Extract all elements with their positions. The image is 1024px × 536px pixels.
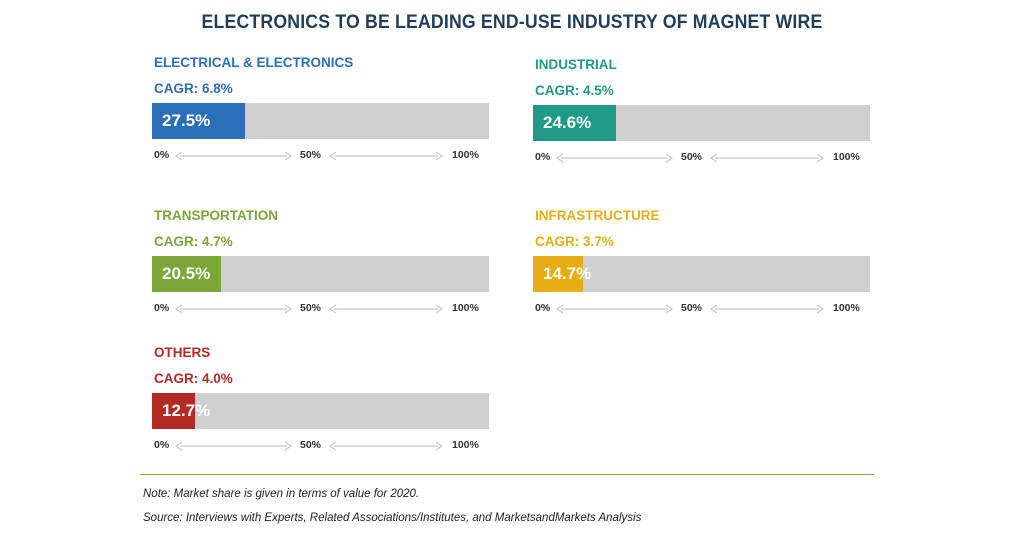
bar-value-label: 20.5% bbox=[162, 264, 211, 283]
bar-scale: 0% 50% 100% bbox=[152, 439, 489, 455]
bar-scale: 0% 50% 100% bbox=[533, 302, 870, 318]
panel-cagr: CAGR: 3.7% bbox=[535, 234, 614, 249]
scale-tick-label: 0% bbox=[154, 439, 170, 451]
bar-fill bbox=[152, 103, 245, 139]
panel-name: OTHERS bbox=[154, 345, 211, 360]
bar-fill bbox=[152, 393, 195, 429]
bar-track: 20.5% bbox=[152, 256, 489, 292]
double-arrow-icon bbox=[555, 153, 674, 163]
scale-tick-label: 0% bbox=[535, 302, 551, 314]
double-arrow-icon bbox=[174, 304, 293, 314]
bar-fill bbox=[533, 256, 583, 292]
scale-arrows bbox=[174, 304, 444, 314]
panel-cagr: CAGR: 4.7% bbox=[154, 234, 233, 249]
bar-track: 12.7% bbox=[152, 393, 489, 429]
chart-title: ELECTRONICS TO BE LEADING END-USE INDUST… bbox=[201, 12, 823, 33]
double-arrow-icon bbox=[174, 151, 293, 161]
panel-name: INDUSTRIAL bbox=[535, 57, 617, 72]
panel-cagr: CAGR: 6.8% bbox=[154, 81, 233, 96]
panel-3: INFRASTRUCTURE CAGR: 3.7% 14.7% 0% 50% 100% bbox=[533, 208, 873, 338]
scale-tick-label: 100% bbox=[452, 149, 479, 161]
scale-tick-label: 50% bbox=[681, 302, 703, 314]
double-arrow-icon bbox=[174, 441, 293, 451]
scale-tick-label: 100% bbox=[833, 302, 860, 314]
double-arrow-icon bbox=[709, 153, 825, 163]
double-arrow-icon bbox=[328, 151, 444, 161]
bar-scale: 0% 50% 100% bbox=[152, 149, 489, 165]
scale-tick-label: 0% bbox=[535, 151, 551, 163]
bar-fill bbox=[152, 256, 221, 292]
panel-cagr: CAGR: 4.5% bbox=[535, 83, 614, 98]
double-arrow-icon bbox=[328, 304, 444, 314]
double-arrow-icon bbox=[555, 304, 674, 314]
scale-tick-label: 0% bbox=[154, 149, 170, 161]
double-arrow-icon bbox=[709, 304, 825, 314]
scale-tick-label: 100% bbox=[452, 439, 479, 451]
scale-arrows bbox=[174, 441, 444, 451]
panel-2: TRANSPORTATION CAGR: 4.7% 20.5% 0% 50% 100% bbox=[152, 208, 492, 338]
scale-tick-label: 100% bbox=[833, 151, 860, 163]
bar-value-label: 27.5% bbox=[162, 111, 211, 130]
scale-tick-label: 50% bbox=[300, 302, 322, 314]
scale-tick-label: 100% bbox=[452, 302, 479, 314]
bar-scale: 0% 50% 100% bbox=[152, 302, 489, 318]
panel-1: INDUSTRIAL CAGR: 4.5% 24.6% 0% 50% 100% bbox=[533, 57, 873, 187]
scale-arrows bbox=[174, 151, 444, 161]
footer-note: Note: Market share is given in terms of … bbox=[143, 488, 420, 500]
bar-value-label: 12.7% bbox=[162, 401, 211, 420]
bar-scale: 0% 50% 100% bbox=[533, 151, 870, 167]
bar-value-label: 14.7% bbox=[543, 264, 592, 283]
bar-fill bbox=[533, 105, 616, 141]
scale-tick-label: 50% bbox=[681, 151, 703, 163]
panel-4: OTHERS CAGR: 4.0% 12.7% 0% 50% 100% bbox=[152, 345, 492, 475]
bar-value-label: 24.6% bbox=[543, 113, 592, 132]
scale-tick-label: 50% bbox=[300, 439, 322, 451]
bar-track: 24.6% bbox=[533, 105, 870, 141]
scale-tick-label: 50% bbox=[300, 149, 322, 161]
double-arrow-icon bbox=[328, 441, 444, 451]
panel-cagr: CAGR: 4.0% bbox=[154, 371, 233, 386]
bar-track: 14.7% bbox=[533, 256, 870, 292]
scale-arrows bbox=[555, 153, 825, 163]
panel-name: INFRASTRUCTURE bbox=[535, 208, 660, 223]
bar-track: 27.5% bbox=[152, 103, 489, 139]
scale-arrows bbox=[555, 304, 825, 314]
scale-tick-label: 0% bbox=[154, 302, 170, 314]
panel-name: ELECTRICAL & ELECTRONICS bbox=[154, 55, 354, 70]
footer-divider bbox=[140, 474, 874, 475]
footer-source: Source: Interviews with Experts, Related… bbox=[143, 512, 642, 524]
panel-name: TRANSPORTATION bbox=[154, 208, 278, 223]
panel-0: ELECTRICAL & ELECTRONICS CAGR: 6.8% 27.5% 0… bbox=[152, 55, 492, 185]
